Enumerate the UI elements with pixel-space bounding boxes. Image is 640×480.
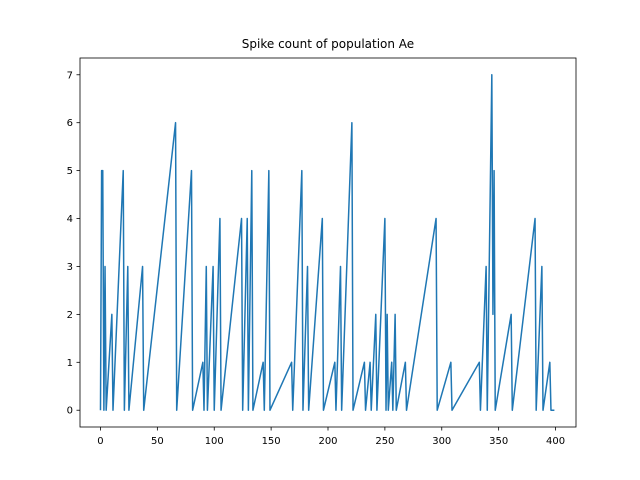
y-tick-label: 1 [67, 358, 73, 369]
y-axis-ticks: 0 1 2 3 4 5 6 7 [67, 70, 80, 417]
chart-title: Spike count of population Ae [242, 37, 414, 51]
x-tick-label: 150 [262, 436, 281, 447]
y-tick-label: 7 [67, 70, 73, 81]
x-tick-label: 100 [205, 436, 224, 447]
y-tick-label: 3 [67, 262, 73, 273]
x-tick-label: 300 [432, 436, 451, 447]
y-tick-label: 0 [67, 406, 73, 417]
x-axis-ticks: 0 50 100 150 200 250 300 350 400 [97, 427, 565, 447]
y-tick-label: 6 [67, 118, 73, 129]
y-tick-label: 2 [67, 310, 73, 321]
x-tick-label: 250 [375, 436, 394, 447]
plot-area-frame [79, 57, 577, 428]
x-tick-label: 350 [489, 436, 508, 447]
x-tick-label: 0 [97, 436, 103, 447]
y-tick-label: 4 [67, 214, 73, 225]
spike-count-line [99, 74, 555, 411]
x-tick-label: 200 [318, 436, 337, 447]
x-tick-label: 400 [546, 436, 565, 447]
y-tick-label: 5 [67, 166, 73, 177]
x-tick-label: 50 [151, 436, 164, 447]
